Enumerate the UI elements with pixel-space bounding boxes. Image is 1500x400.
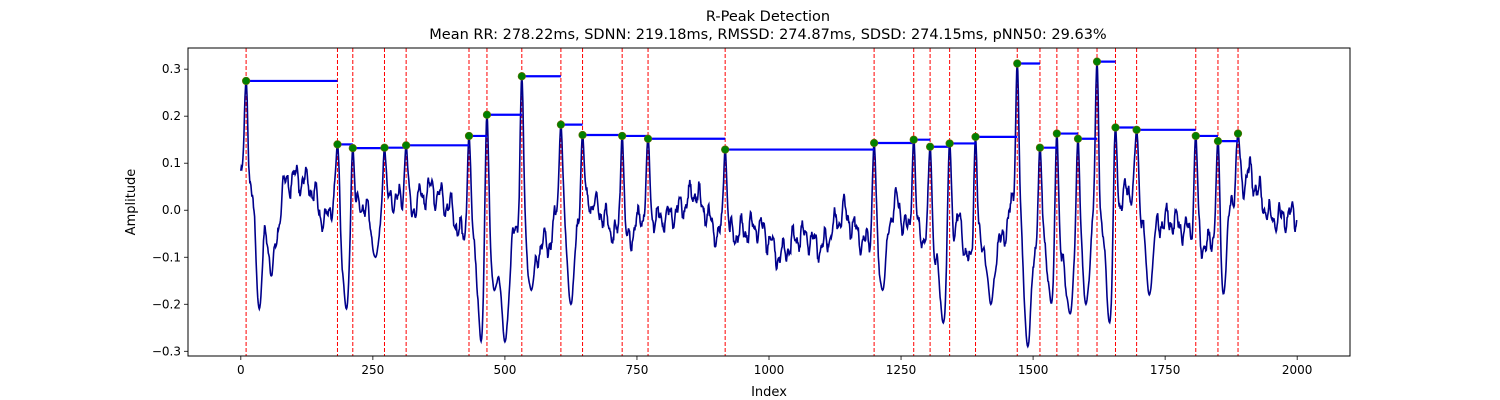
r-peak-marker-15 xyxy=(925,142,935,151)
r-peak-marker-3 xyxy=(380,143,389,152)
x-tick-label: 750 xyxy=(626,363,649,377)
x-tick-label: 250 xyxy=(361,363,384,377)
x-tick-label: 1750 xyxy=(1150,363,1181,377)
r-peak-marker-1 xyxy=(333,140,342,149)
r-peak-marker-24 xyxy=(1132,125,1141,134)
y-tick-label: 0.1 xyxy=(162,156,181,170)
x-tick-label: 1500 xyxy=(1018,363,1049,377)
x-tick-label: 1000 xyxy=(754,363,785,377)
r-peak-marker-14 xyxy=(909,135,918,144)
y-axis-ticks: −0.3 −0.2 −0.1 0.0 0.1 0.2 0.3 xyxy=(152,62,188,358)
r-peak-marker-7 xyxy=(517,72,526,81)
r-peak-marker-22 xyxy=(1092,57,1102,66)
ecg-signal-line xyxy=(240,61,1298,349)
y-tick-label: 0.2 xyxy=(162,109,181,123)
r-peak-markers xyxy=(242,57,1243,154)
r-peak-marker-20 xyxy=(1052,129,1061,138)
r-peak-lines xyxy=(245,48,1239,356)
x-axis-ticks: 0 250 500 750 1000 1250 1500 1750 2000 xyxy=(237,356,1312,377)
r-peak-marker-9 xyxy=(578,130,587,140)
r-peak-marker-17 xyxy=(971,132,980,141)
r-peak-marker-21 xyxy=(1073,134,1083,143)
x-tick-label: 500 xyxy=(493,363,516,377)
y-tick-label: −0.2 xyxy=(152,297,181,311)
x-tick-label: 0 xyxy=(237,363,245,377)
r-peak-marker-0 xyxy=(242,76,251,86)
r-peak-marker-19 xyxy=(1035,143,1045,152)
r-peak-marker-16 xyxy=(945,139,954,148)
x-tick-label: 1250 xyxy=(886,363,917,377)
r-peak-marker-13 xyxy=(870,138,879,148)
chart-subtitle: Mean RR: 278.22ms, SDNN: 219.18ms, RMSSD… xyxy=(429,27,1106,43)
y-axis-label: Amplitude xyxy=(124,169,139,236)
y-tick-label: 0.0 xyxy=(162,203,181,217)
chart-title: R-Peak Detection xyxy=(706,9,830,25)
y-tick-label: −0.1 xyxy=(152,250,181,264)
y-tick-label: −0.3 xyxy=(152,344,181,358)
y-tick-label: 0.3 xyxy=(162,62,181,76)
r-peak-marker-11 xyxy=(643,134,653,143)
r-peak-marker-4 xyxy=(402,141,411,150)
r-peak-marker-26 xyxy=(1213,137,1223,146)
x-tick-label: 2000 xyxy=(1282,363,1313,377)
r-peak-marker-5 xyxy=(464,131,474,141)
r-peak-marker-23 xyxy=(1111,123,1120,132)
plot-area xyxy=(240,48,1298,356)
rr-interval-segments xyxy=(246,60,1239,151)
x-axis-label: Index xyxy=(751,385,787,400)
r-peak-marker-18 xyxy=(1013,59,1022,68)
r-peak-marker-8 xyxy=(556,120,565,129)
r-peak-marker-12 xyxy=(721,145,730,154)
r-peak-marker-10 xyxy=(618,131,627,141)
plot-frame xyxy=(187,47,1351,357)
r-peak-marker-27 xyxy=(1233,129,1243,138)
r-peak-marker-6 xyxy=(482,110,492,119)
r-peak-marker-2 xyxy=(348,144,357,153)
r-peak-marker-25 xyxy=(1191,131,1200,141)
